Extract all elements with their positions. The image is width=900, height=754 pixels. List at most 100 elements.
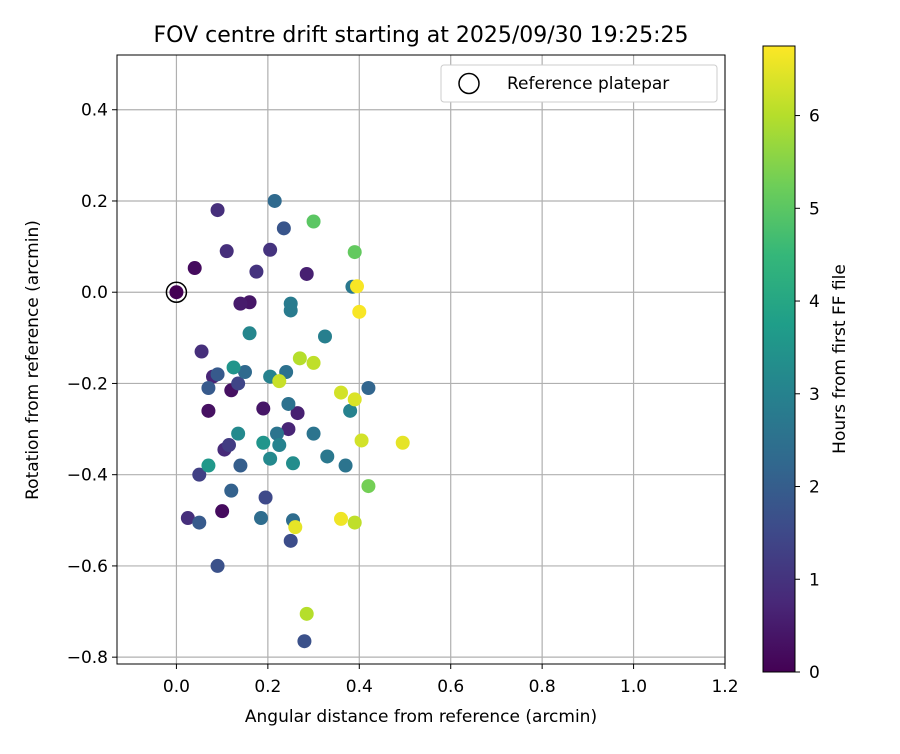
x-tick-label: 0.2 — [254, 677, 281, 697]
data-point — [276, 221, 291, 236]
data-point — [210, 367, 225, 382]
data-point — [281, 422, 296, 437]
data-point — [222, 438, 236, 453]
data-point — [361, 381, 376, 396]
colorbar-tick-label: 3 — [809, 385, 820, 405]
data-point — [343, 403, 358, 418]
data-point — [231, 376, 246, 391]
colorbar-tick-label: 6 — [809, 107, 820, 127]
legend-entry-reference: Reference platepar — [507, 74, 669, 94]
data-point — [361, 479, 376, 494]
data-point — [201, 381, 216, 396]
data-point — [256, 435, 271, 450]
data-point — [347, 392, 362, 407]
x-tick-label: 0.8 — [529, 677, 556, 697]
reference-marker — [165, 281, 188, 303]
data-point — [290, 406, 305, 421]
data-point — [258, 490, 273, 505]
data-point — [231, 426, 246, 441]
legend: Reference platepar — [440, 64, 718, 103]
data-point — [219, 244, 234, 259]
reference-point-marker — [165, 281, 188, 303]
data-point — [395, 435, 410, 450]
y-tick-label: 0.0 — [81, 283, 108, 303]
x-tick-label: 0.4 — [346, 677, 373, 697]
data-point — [283, 533, 298, 548]
data-point — [299, 266, 314, 281]
colorbar-tick-label: 4 — [809, 292, 820, 312]
data-point — [201, 458, 216, 473]
colorbar-tick-label: 1 — [809, 570, 820, 590]
data-point — [272, 438, 287, 453]
legend-reference-marker — [458, 72, 480, 95]
data-point — [263, 242, 278, 257]
data-point — [299, 606, 314, 621]
x-tick-label: 1.0 — [620, 677, 647, 697]
data-point — [306, 214, 321, 229]
data-point — [338, 458, 353, 473]
x-axis-label: Angular distance from reference (arcmin) — [245, 707, 597, 727]
y-tick-label: −0.8 — [67, 648, 108, 668]
x-tick-label: 0.6 — [437, 677, 464, 697]
colorbar-ticks: 0 1 2 3 4 5 6 — [795, 107, 820, 683]
data-point — [292, 351, 307, 366]
data-point — [286, 456, 300, 471]
x-axis-ticks: 0.0 0.2 0.4 0.6 0.8 1.0 1.2 — [163, 664, 739, 697]
colorbar-gradient — [762, 45, 796, 673]
chart-title: FOV centre drift starting at 2025/09/30 … — [154, 23, 689, 48]
y-tick-label: 0.4 — [81, 101, 108, 121]
data-point — [256, 401, 271, 416]
data-point — [347, 515, 362, 530]
data-point — [238, 365, 252, 380]
x-tick-label: 0.0 — [163, 677, 190, 697]
scatter-points — [169, 193, 410, 649]
data-point — [318, 329, 332, 344]
data-point — [320, 449, 335, 464]
data-point — [352, 304, 367, 319]
data-point — [281, 396, 296, 411]
data-point — [215, 504, 230, 519]
data-point — [350, 279, 364, 294]
data-point — [169, 285, 184, 300]
data-point — [270, 426, 284, 441]
data-point — [249, 264, 264, 279]
data-point — [210, 558, 225, 573]
data-point — [306, 426, 321, 441]
y-tick-label: −0.2 — [67, 374, 108, 394]
data-point — [233, 296, 248, 311]
data-point — [201, 403, 216, 418]
y-tick-label: −0.6 — [67, 557, 108, 577]
colorbar: 0 1 2 3 4 5 6 Hours from first FF file — [762, 45, 850, 683]
y-tick-label: −0.4 — [67, 466, 108, 486]
colorbar-tick-label: 0 — [809, 663, 820, 683]
colorbar-tick-label: 5 — [809, 199, 820, 219]
colorbar-label: Hours from first FF file — [830, 264, 850, 454]
y-axis-label: Rotation from reference (arcmin) — [23, 220, 43, 500]
data-point — [347, 245, 362, 260]
y-axis-ticks: 0.4 0.2 0.0 −0.2 −0.4 −0.6 −0.8 — [67, 101, 117, 668]
data-point — [306, 355, 321, 370]
data-point — [242, 326, 257, 341]
plot-frame — [116, 54, 726, 665]
data-point — [334, 511, 348, 526]
data-point — [288, 520, 303, 535]
data-point — [272, 374, 287, 389]
data-point — [334, 385, 348, 400]
data-point — [297, 634, 312, 649]
data-point — [283, 303, 298, 318]
data-point — [224, 483, 239, 498]
data-point — [233, 458, 248, 473]
data-point — [226, 360, 241, 375]
legend-box — [440, 64, 718, 103]
x-tick-label: 1.2 — [711, 677, 738, 697]
data-point — [354, 433, 369, 448]
data-point — [192, 467, 207, 482]
colorbar-tick-label: 2 — [809, 478, 820, 498]
data-point — [267, 193, 282, 208]
data-point — [263, 451, 278, 466]
data-point — [187, 261, 202, 276]
data-point — [180, 511, 195, 526]
data-point — [192, 515, 207, 530]
